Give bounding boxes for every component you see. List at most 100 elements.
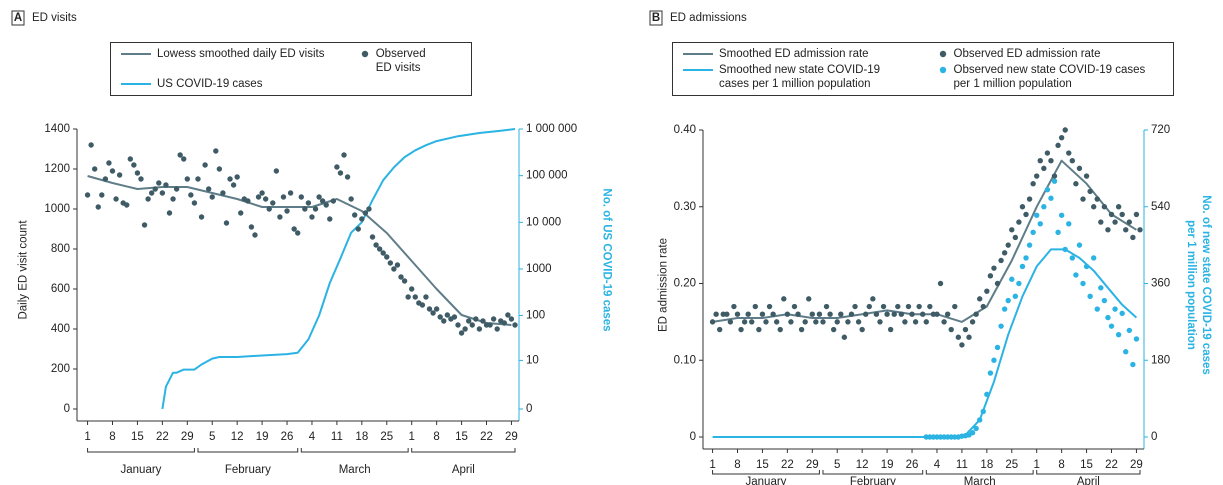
y-tick-label: 0.20: [674, 278, 696, 290]
month-bracket: [197, 448, 299, 453]
data-point: [1094, 306, 1100, 312]
data-point: [99, 192, 105, 198]
data-point: [1048, 195, 1054, 201]
data-point: [384, 254, 390, 260]
x-tick-label: 11: [331, 431, 343, 443]
data-point: [124, 202, 130, 208]
y-tick-label: 0.10: [674, 354, 696, 366]
data-point: [113, 196, 119, 202]
data-point: [184, 176, 190, 182]
data-point: [920, 311, 926, 317]
data-point: [891, 311, 897, 317]
data-point: [1069, 255, 1076, 261]
data-point: [816, 311, 823, 317]
y2-tick-label: 360: [1151, 278, 1170, 290]
x-tick-label: 19: [881, 459, 894, 471]
data-point: [738, 326, 744, 333]
data-point: [1062, 246, 1068, 253]
panel-label-box: [11, 10, 25, 26]
legend-swatch: [939, 66, 946, 74]
data-point: [1101, 204, 1108, 210]
data-point: [1051, 173, 1058, 179]
x-tick-label: 8: [734, 459, 740, 471]
month-label: February: [850, 476, 896, 485]
x-tick-label: 22: [781, 459, 794, 471]
data-point: [156, 180, 162, 186]
data-point: [838, 311, 844, 317]
legend-icon: [939, 66, 946, 74]
month-bracket: [87, 448, 195, 453]
data-point: [1058, 134, 1065, 141]
y-tick-label: 1200: [44, 163, 70, 175]
data-point: [391, 266, 397, 272]
data-point: [998, 323, 1004, 329]
data-point: [969, 430, 976, 436]
data-point: [1090, 204, 1097, 210]
data-point: [252, 232, 258, 238]
data-point: [362, 210, 369, 216]
data-point: [433, 306, 440, 312]
data-point: [1126, 219, 1133, 225]
data-point: [866, 303, 872, 310]
x-tick-label: 22: [156, 431, 169, 443]
x-tick-label: 12: [231, 431, 244, 443]
data-point: [770, 311, 776, 317]
data-point: [1044, 186, 1051, 193]
data-point: [1098, 285, 1104, 291]
data-point: [980, 303, 986, 310]
data-point: [895, 303, 901, 310]
data-point: [1133, 336, 1140, 342]
data-point: [1076, 242, 1083, 248]
data-point: [962, 326, 969, 333]
data-point: [713, 311, 719, 317]
data-point: [1009, 276, 1015, 282]
legend-item: Observed ED visits: [360, 47, 440, 75]
series-line: [712, 159, 1137, 323]
data-point: [355, 226, 361, 232]
data-point: [259, 190, 265, 196]
data-point: [745, 311, 751, 317]
panel-title: ED admissions: [670, 12, 747, 24]
x-tick-label: 22: [1105, 459, 1118, 471]
data-point: [991, 265, 997, 271]
legend: Smoothed ED admission rate Smoothed new s…: [672, 42, 1174, 96]
data-point: [426, 306, 433, 312]
data-point: [302, 206, 308, 212]
y-tick-label: 800: [51, 243, 70, 255]
data-point: [952, 303, 958, 310]
data-point: [1026, 242, 1033, 248]
data-point: [1034, 173, 1040, 179]
data-point: [1108, 211, 1115, 218]
data-point: [1119, 310, 1125, 317]
y-axis-title: Daily ED visit count: [17, 220, 30, 320]
data-point: [973, 311, 979, 317]
data-point: [727, 319, 734, 325]
data-point: [984, 391, 990, 398]
data-point: [1023, 255, 1029, 261]
data-point: [1105, 227, 1111, 233]
data-point: [352, 212, 358, 218]
data-point: [505, 312, 511, 318]
data-point: [937, 280, 944, 287]
data-point: [1037, 221, 1043, 227]
data-point: [1012, 293, 1019, 299]
data-point: [405, 294, 411, 300]
data-point: [270, 200, 276, 206]
data-point: [834, 319, 840, 325]
legend-item: Smoothed ED admission rate: [683, 47, 913, 61]
data-point: [977, 417, 983, 423]
data-point: [437, 314, 443, 320]
data-point: [1048, 158, 1054, 164]
x-tick-label: 19: [256, 431, 269, 443]
data-point: [1115, 331, 1122, 338]
legend-label: Smoothed ED admission rate: [719, 48, 869, 60]
y-tick-label: 0: [64, 403, 70, 415]
x-tick-label: 1: [1033, 459, 1039, 471]
data-point: [159, 190, 166, 196]
data-point: [465, 318, 472, 324]
y2-axis-title: No. of US COVID-19 cases: [599, 188, 614, 331]
data-point: [1019, 263, 1026, 270]
data-point: [284, 208, 290, 214]
data-point: [191, 200, 198, 206]
data-point: [1030, 181, 1036, 187]
